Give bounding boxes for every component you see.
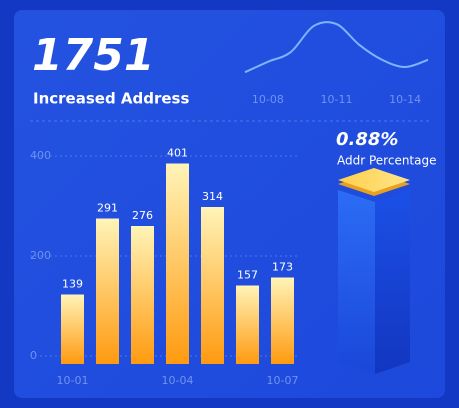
bar [96, 218, 119, 364]
total-label: Increased Address [33, 90, 189, 108]
bar [131, 226, 154, 364]
value-label: 401 [167, 147, 188, 160]
value-label: 291 [97, 202, 118, 215]
panel [14, 10, 445, 398]
x-tick-label: 10-14 [389, 93, 421, 106]
bar [271, 277, 294, 364]
prism-front [338, 190, 375, 374]
prism-side [375, 190, 410, 374]
value-label: 173 [272, 261, 293, 274]
x-tick-label: 10-08 [252, 93, 284, 106]
value-label: 276 [132, 209, 153, 222]
prism-cap [338, 168, 410, 192]
x-tick-label: 10-01 [57, 374, 89, 387]
x-tick-label: 10-11 [321, 93, 353, 106]
bar [166, 163, 189, 364]
bar [236, 285, 259, 364]
bar [201, 207, 224, 364]
bar [61, 294, 84, 364]
total-value: 1751 [32, 30, 154, 81]
value-label: 314 [202, 190, 223, 203]
x-tick-label: 10-04 [162, 374, 194, 387]
percentage-label: Addr Percentage [337, 154, 437, 168]
y-tick-label: 0 [30, 349, 37, 362]
x-tick-label: 10-07 [267, 374, 299, 387]
value-label: 139 [62, 278, 83, 291]
sparkline [244, 21, 429, 74]
value-label: 157 [237, 269, 258, 282]
percentage-value: 0.88% [336, 129, 398, 150]
